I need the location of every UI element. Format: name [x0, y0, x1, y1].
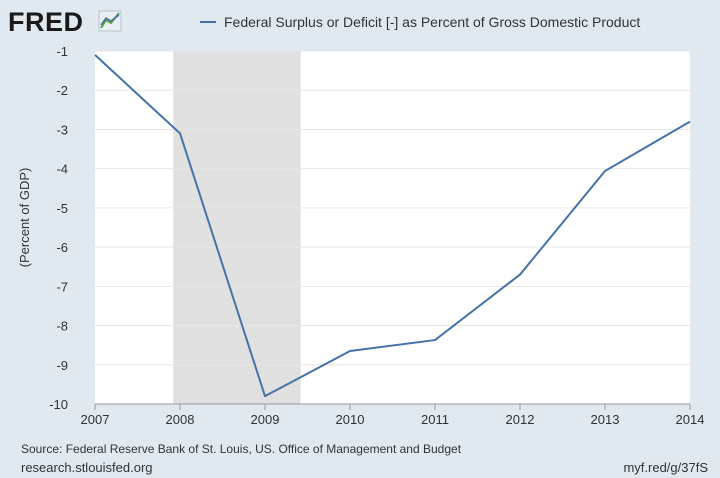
x-axis-ticks: 2007 2008 2009 2010 2011 2012 2013 2014 — [81, 404, 705, 427]
recession-band — [173, 51, 301, 404]
x-tick-label: 2008 — [166, 412, 195, 427]
y-tick-label: -5 — [56, 201, 68, 216]
y-tick-label: -9 — [56, 358, 68, 373]
source-note: Source: Federal Reserve Bank of St. Loui… — [21, 442, 462, 456]
svg-text:FRED: FRED — [8, 7, 84, 37]
x-tick-label: 2011 — [421, 412, 449, 427]
x-tick-label: 2013 — [591, 412, 620, 427]
x-tick-label: 2007 — [81, 412, 110, 427]
recession-shading-layer — [173, 51, 301, 404]
x-tick-label: 2010 — [336, 412, 365, 427]
legend-series-label: Federal Surplus or Deficit [-] as Percen… — [224, 14, 641, 30]
series-line — [94, 54, 691, 398]
y-tick-label: -7 — [56, 279, 68, 294]
x-tick-label: 2012 — [506, 412, 535, 427]
y-tick-label: -1 — [56, 44, 68, 59]
chart-legend: Federal Surplus or Deficit [-] as Percen… — [200, 12, 640, 32]
chart: -1-2-3-4-5-6-7-8-9-10 2007 2008 2009 2010 20… — [17, 44, 705, 427]
legend-series-swatch — [200, 21, 216, 23]
y-tick-label: -8 — [56, 319, 68, 334]
x-tick-label: 2014 — [676, 412, 705, 427]
footer-shortlink[interactable]: myf.red/g/37fS — [623, 460, 708, 475]
footer-url-link[interactable]: research.stlouisfed.org — [21, 460, 153, 475]
y-axis-label: (Percent of GDP) — [17, 168, 32, 268]
y-tick-label: -6 — [56, 240, 68, 255]
y-tick-label: -2 — [56, 83, 68, 98]
y-axis-ticks: -1 -2 -3 -4 -5 -6 -7 -8 -9 -10 — [49, 44, 68, 412]
y-tick-label: -10 — [49, 397, 68, 412]
x-tick-label: 2009 — [251, 412, 280, 427]
gridlines — [95, 50, 690, 366]
y-tick-label: -4 — [56, 162, 68, 177]
fred-logo[interactable]: FRED — [8, 5, 124, 37]
y-tick-label: -3 — [56, 122, 68, 137]
